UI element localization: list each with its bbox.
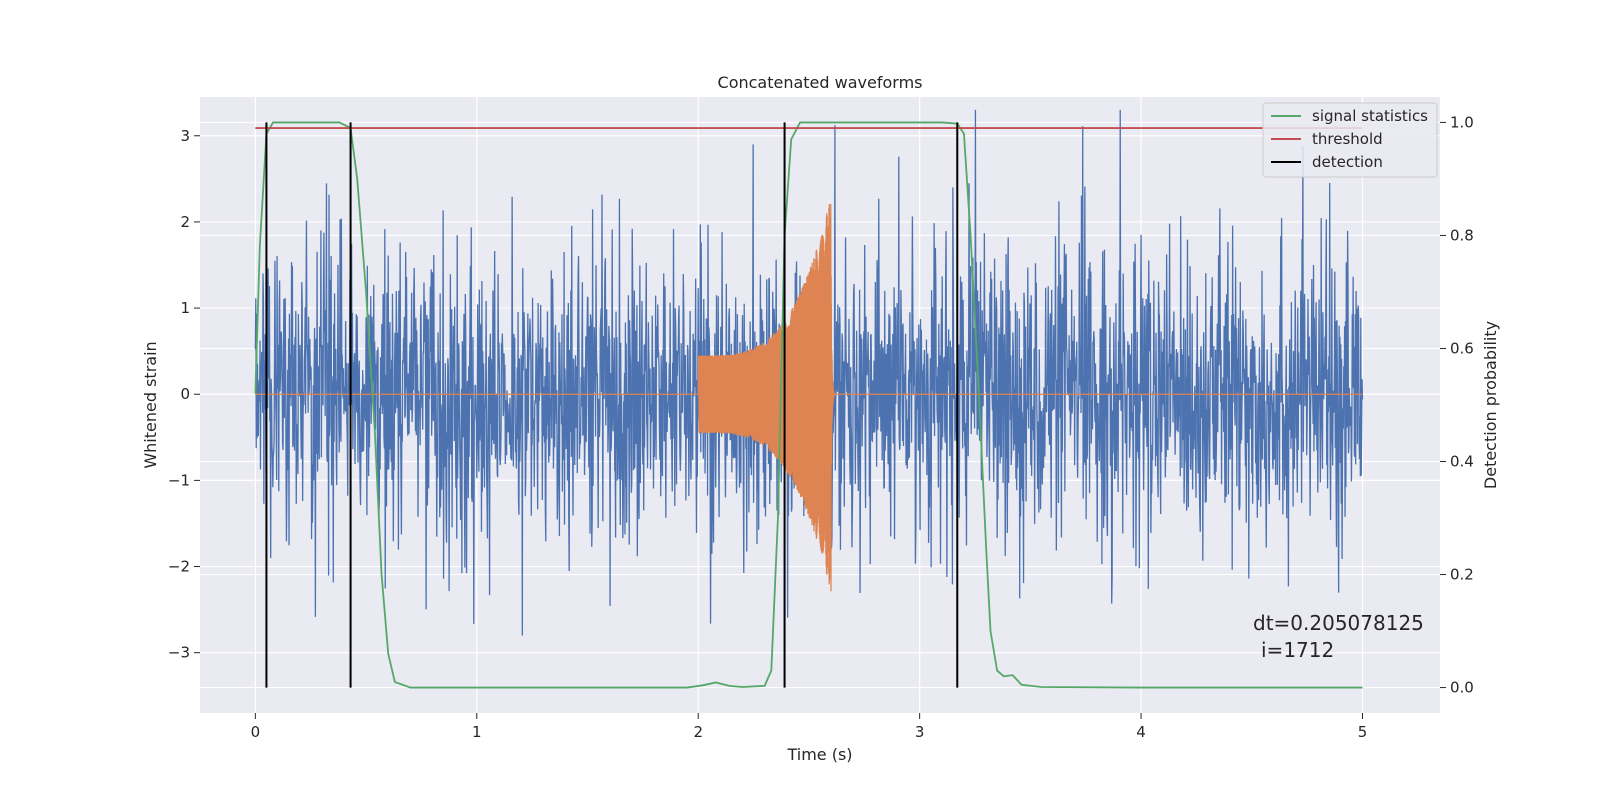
x-axis-label: Time (s) bbox=[786, 745, 852, 764]
annotation-dt: dt=0.205078125 bbox=[1253, 611, 1424, 635]
y-right-tick-label: 0.0 bbox=[1450, 679, 1474, 697]
x-tick-label: 3 bbox=[915, 723, 925, 741]
axis-ticks: 0 1 2 3 4 5 3 2 1 0 −1 −2 −3 1.0 0.8 0.6 0.4 0.2 0.0 bbox=[168, 113, 1474, 741]
series-chirp bbox=[255, 204, 1363, 592]
series-detection bbox=[265, 122, 959, 688]
y-right-tick-label: 0.8 bbox=[1450, 226, 1474, 244]
y-tick-label: −2 bbox=[168, 558, 190, 576]
legend-label-detection: detection bbox=[1312, 153, 1383, 171]
chart-title: Concatenated waveforms bbox=[718, 73, 923, 92]
y-tick-label: −1 bbox=[168, 471, 190, 489]
y-tick-label: 1 bbox=[180, 299, 190, 317]
legend-label-threshold: threshold bbox=[1312, 130, 1383, 148]
y-right-tick-label: 0.4 bbox=[1450, 453, 1474, 471]
chirp-line bbox=[255, 204, 1363, 592]
y-right-tick-label: 0.2 bbox=[1450, 566, 1474, 584]
legend: signal statistics threshold detection bbox=[1262, 102, 1438, 178]
x-tick-label: 5 bbox=[1358, 723, 1368, 741]
annotation-block: dt=0.205078125 i=1712 bbox=[1253, 611, 1424, 662]
y-tick-label: −3 bbox=[168, 644, 190, 662]
signal-statistics-line bbox=[254, 121, 1363, 689]
y-axis-label: Whitened strain bbox=[141, 341, 160, 468]
y-right-tick-label: 1.0 bbox=[1450, 113, 1474, 131]
y-tick-label: 0 bbox=[180, 385, 190, 403]
y-axis-label-right: Detection probability bbox=[1481, 321, 1500, 489]
y-tick-label: 2 bbox=[180, 213, 190, 231]
legend-label-signal-statistics: signal statistics bbox=[1312, 107, 1428, 125]
y-right-tick-label: 0.6 bbox=[1450, 339, 1474, 357]
y-tick-label: 3 bbox=[180, 127, 190, 145]
x-tick-label: 4 bbox=[1136, 723, 1146, 741]
x-tick-label: 2 bbox=[693, 723, 703, 741]
annotation-i: i=1712 bbox=[1261, 638, 1334, 662]
x-tick-label: 1 bbox=[472, 723, 482, 741]
legend-box bbox=[1262, 102, 1438, 178]
x-tick-label: 0 bbox=[251, 723, 261, 741]
series-signal-statistics bbox=[254, 121, 1363, 689]
